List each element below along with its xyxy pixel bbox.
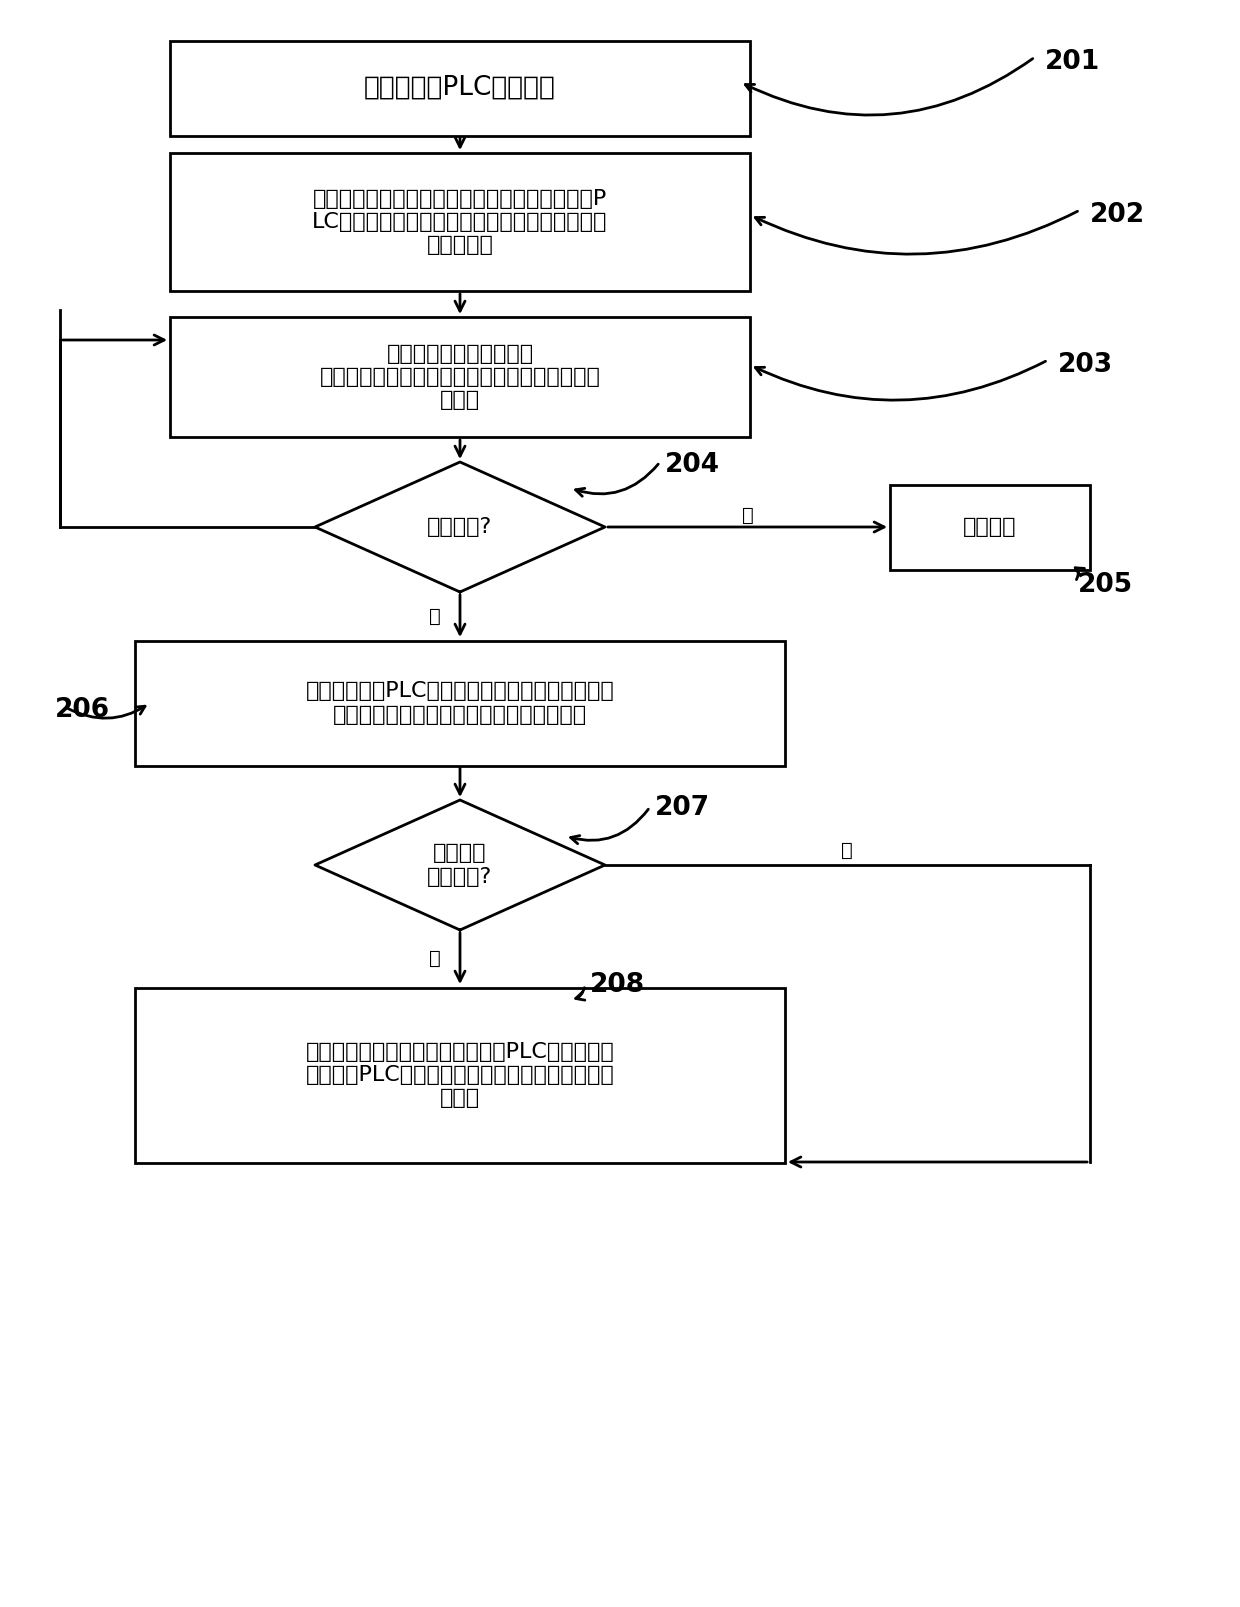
Text: 移动终端根据用户输入的
第一输入信息，将对象组件和相应的监控对象进
行关联: 移动终端根据用户输入的 第一输入信息，将对象组件和相应的监控对象进 行关联 <box>320 344 600 410</box>
Text: 停止监控: 停止监控 <box>963 517 1017 537</box>
Text: 移动终端与PLC进行连接: 移动终端与PLC进行连接 <box>365 76 556 101</box>
Polygon shape <box>315 461 605 591</box>
Text: 是: 是 <box>429 950 441 967</box>
Bar <box>135 641 785 765</box>
Text: 移动终端根据该第二输入信息，向PLC发送控制指
令，使得PLC根据该第二输入信息对该监控对象进
行控制: 移动终端根据该第二输入信息，向PLC发送控制指 令，使得PLC根据该第二输入信息… <box>305 1041 614 1109</box>
Text: 208: 208 <box>590 972 645 998</box>
Text: 收到第二
输入信息?: 收到第二 输入信息? <box>428 844 492 887</box>
Bar <box>170 317 750 437</box>
Text: 否: 否 <box>742 506 754 524</box>
Text: 206: 206 <box>55 697 110 723</box>
Polygon shape <box>315 800 605 930</box>
Bar <box>890 484 1090 569</box>
Text: 207: 207 <box>655 795 711 821</box>
Text: 移动终端接收PLC传输的针对该监控对象的数据，
对象组件根据该数据显示该监控对象的状态: 移动终端接收PLC传输的针对该监控对象的数据， 对象组件根据该数据显示该监控对象… <box>305 681 614 725</box>
Text: 移动终端接收用户输入的从对象组件列表中为该P
LC选择对象组件的选择信息，根据该选择信息确
定对象组件: 移动终端接收用户输入的从对象组件列表中为该P LC选择对象组件的选择信息，根据该… <box>312 188 608 256</box>
Text: 202: 202 <box>1090 202 1145 228</box>
Text: 监控开始?: 监控开始? <box>428 517 492 537</box>
Bar <box>135 987 785 1162</box>
Text: 205: 205 <box>1078 572 1133 598</box>
Text: 201: 201 <box>1045 48 1100 76</box>
Text: 否: 否 <box>841 840 853 860</box>
Text: 204: 204 <box>665 452 720 477</box>
Bar <box>170 40 750 135</box>
Text: 203: 203 <box>1058 352 1114 378</box>
Bar <box>170 153 750 291</box>
Text: 是: 是 <box>429 606 441 625</box>
